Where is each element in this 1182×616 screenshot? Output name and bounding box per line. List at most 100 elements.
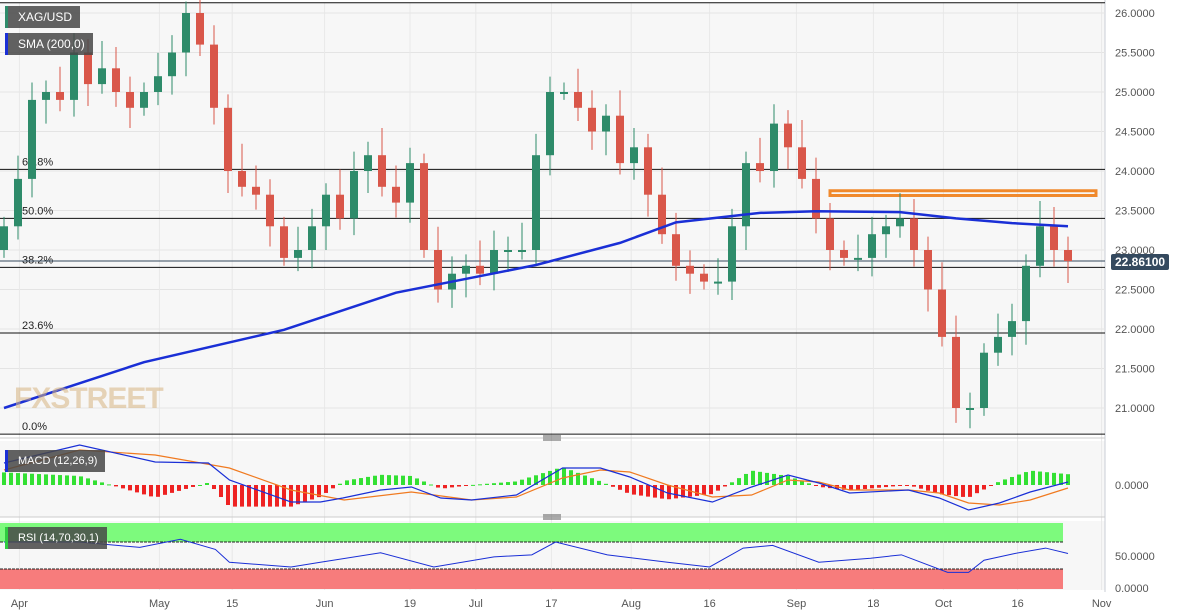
macd-histogram-bar	[72, 475, 76, 485]
candle-body	[994, 336, 1002, 353]
macd-histogram-bar	[247, 485, 251, 507]
macd-histogram-bar	[163, 485, 167, 495]
macd-histogram-bar	[807, 483, 811, 485]
macd-histogram-bar	[660, 485, 664, 499]
macd-histogram-bar	[226, 485, 230, 506]
macd-histogram-bar	[996, 482, 1000, 485]
macd-histogram-bar	[401, 475, 405, 485]
macd-histogram-bar	[639, 485, 643, 496]
macd-histogram-bar	[373, 475, 377, 485]
candle-body	[196, 13, 204, 45]
rsi-y-tick: 50.0000	[1115, 551, 1155, 563]
candle-body	[854, 257, 862, 260]
macd-histogram-bar	[513, 481, 517, 485]
candle-body	[56, 92, 64, 100]
macd-histogram-bar	[912, 485, 916, 487]
y-tick-label: 26.0000	[1115, 8, 1155, 20]
macd-histogram-bar	[982, 485, 986, 490]
x-tick-label: 16	[1011, 598, 1023, 610]
macd-histogram-bar	[289, 485, 293, 507]
macd-histogram-bar	[842, 485, 846, 490]
candle-body	[350, 171, 358, 219]
fib-level-label: 61.8%	[22, 156, 53, 168]
candle-body	[238, 171, 246, 187]
macd-histogram-bar	[1017, 474, 1021, 485]
macd-histogram-bar	[933, 485, 937, 493]
macd-histogram-bar	[177, 485, 181, 491]
rsi-indicator-label[interactable]: RSI (14,70,30,1)	[5, 527, 107, 549]
macd-histogram-bar	[107, 484, 111, 486]
x-tick-label: Aug	[621, 598, 641, 610]
candle-body	[406, 163, 414, 203]
macd-histogram-bar	[1045, 472, 1049, 485]
macd-histogram-bar	[100, 482, 104, 485]
candle-body	[756, 163, 764, 171]
x-tick-label: 18	[867, 598, 879, 610]
macd-histogram-bar	[317, 485, 321, 498]
macd-histogram-bar	[471, 484, 475, 486]
y-tick-label: 24.5000	[1115, 127, 1155, 139]
x-tick-label: 15	[226, 598, 238, 610]
macd-histogram-bar	[79, 476, 83, 485]
candle-body	[0, 226, 8, 250]
macd-histogram-bar	[366, 476, 370, 485]
macd-histogram-bar	[464, 485, 468, 486]
macd-histogram-bar	[415, 478, 419, 485]
candle-body	[602, 115, 610, 132]
macd-histogram-bar	[205, 483, 209, 485]
macd-histogram-bar	[919, 485, 923, 489]
macd-histogram-bar	[170, 485, 174, 493]
macd-histogram-bar	[891, 485, 895, 487]
fib-level-label: 38.2%	[22, 254, 53, 266]
macd-histogram-bar	[954, 485, 958, 497]
macd-histogram-bar	[716, 485, 720, 491]
macd-histogram-bar	[191, 485, 195, 487]
macd-histogram-bar	[548, 470, 552, 485]
macd-histogram-bar	[856, 485, 860, 490]
candle-body	[154, 76, 162, 92]
macd-histogram-bar	[625, 485, 629, 493]
macd-histogram-bar	[457, 485, 461, 487]
fib-level-label: 100.0%	[22, 0, 60, 2]
macd-histogram-bar	[275, 485, 279, 507]
x-tick-label: 19	[404, 598, 416, 610]
x-tick-label: Jul	[469, 598, 483, 610]
candle-body	[28, 99, 36, 179]
macd-histogram-bar	[576, 472, 580, 485]
macd-histogram-bar	[261, 485, 265, 507]
macd-histogram-bar	[310, 485, 314, 500]
macd-histogram-bar	[527, 477, 531, 485]
fib-level-label: 50.0%	[22, 205, 53, 217]
macd-histogram-bar	[198, 484, 202, 486]
candle-body	[770, 123, 778, 171]
macd-histogram-bar	[114, 485, 118, 487]
candle-body	[434, 250, 442, 290]
macd-histogram-bar	[618, 485, 622, 490]
macd-histogram-bar	[219, 485, 223, 498]
candle-body	[630, 147, 638, 164]
macd-histogram-bar	[499, 482, 503, 485]
macd-histogram-bar	[737, 478, 741, 485]
macd-histogram-bar	[352, 479, 356, 485]
macd-histogram-bar	[863, 485, 867, 489]
candle-body	[14, 178, 22, 227]
macd-histogram-bar	[520, 479, 524, 485]
candle-body	[224, 107, 232, 171]
x-tick-label: May	[149, 598, 170, 610]
macd-histogram-bar	[821, 485, 825, 488]
candle-body	[294, 250, 302, 258]
macd-histogram-bar	[730, 482, 734, 485]
x-tick-label: Oct	[935, 598, 952, 610]
macd-histogram-bar	[646, 485, 650, 497]
sma-indicator-label[interactable]: SMA (200,0)	[5, 33, 93, 55]
macd-histogram-bar	[93, 480, 97, 485]
macd-histogram-bar	[758, 471, 762, 485]
macd-histogram-bar	[303, 485, 307, 502]
macd-indicator-label[interactable]: MACD (12,26,9)	[5, 450, 106, 472]
candle-body	[1022, 265, 1030, 322]
macd-histogram-bar	[1066, 474, 1070, 485]
candle-body	[882, 226, 890, 235]
macd-histogram-bar	[254, 485, 258, 507]
macd-histogram-bar	[723, 485, 727, 487]
fib-level-label: 23.6%	[22, 320, 53, 332]
